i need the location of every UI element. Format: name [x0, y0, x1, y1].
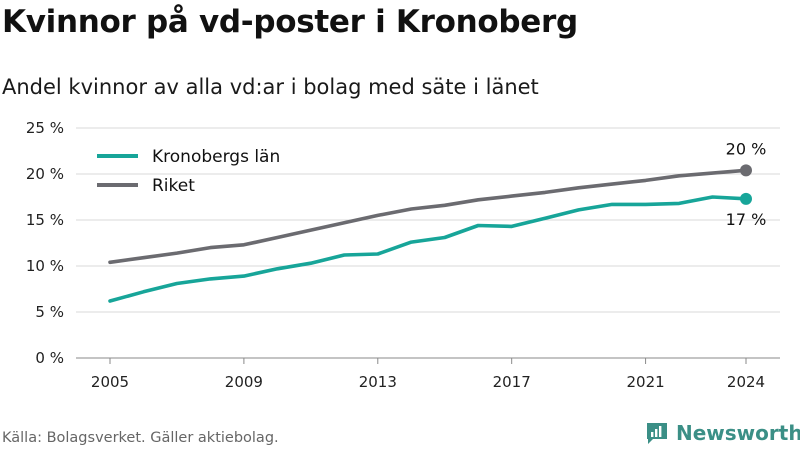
y-tick-label: 10 % — [26, 257, 64, 275]
line-chart: 0 % 5 % 10 % 15 % 20 % 25 % 2005 2009 2013 2017 20… — [26, 119, 780, 391]
brand-name: Newsworthy — [676, 421, 800, 445]
series-line-kronoberg — [108, 195, 748, 303]
end-label-kronoberg: 17 % — [726, 210, 767, 229]
x-tick-label: 2005 — [91, 373, 129, 391]
y-tick-label: 25 % — [26, 119, 64, 137]
x-tick-label: 2009 — [225, 373, 263, 391]
chart-logo-icon — [647, 423, 667, 444]
chart-subtitle: Andel kvinnor av alla vd:ar i bolag med … — [2, 75, 539, 99]
x-tick-label: 2013 — [359, 373, 397, 391]
brand-logo: Newsworthy — [644, 420, 800, 446]
end-marker-kronoberg — [740, 192, 752, 205]
y-tick-label: 5 % — [35, 303, 64, 321]
legend-label: Riket — [152, 176, 195, 196]
y-tick-label: 0 % — [35, 349, 64, 367]
y-tick-label: 20 % — [26, 165, 64, 183]
chart-title: Kvinnor på vd-poster i Kronoberg — [2, 4, 578, 40]
source-note: Källa: Bolagsverket. Gäller aktiebolag. — [2, 430, 279, 446]
x-tick-label: 2024 — [727, 373, 765, 391]
series-line-riket — [108, 168, 748, 265]
legend-label: Kronobergs län — [152, 147, 280, 167]
x-tick-label: 2017 — [493, 373, 531, 391]
end-marker-riket — [740, 164, 752, 177]
y-tick-label: 15 % — [26, 211, 64, 229]
end-label-riket: 20 % — [726, 139, 767, 158]
x-tick-label: 2021 — [626, 373, 664, 391]
